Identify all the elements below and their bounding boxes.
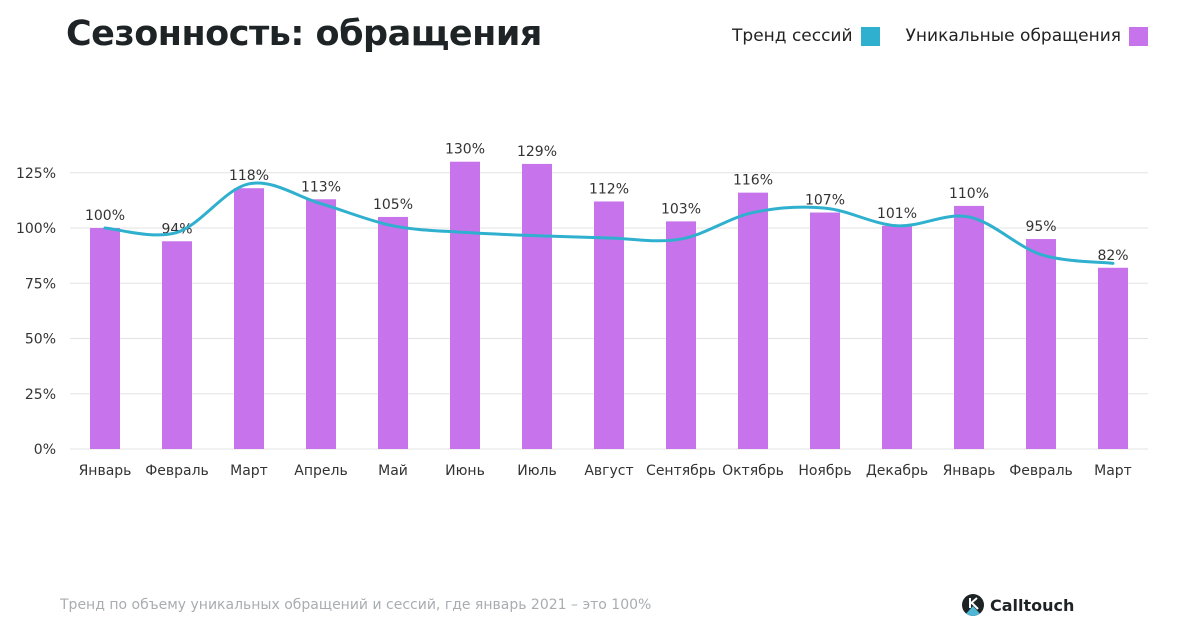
brand-name: Calltouch [990, 595, 1075, 615]
legend-swatch-unique [1129, 26, 1148, 46]
legend-label-unique: Уникальные обращения [905, 26, 1121, 46]
x-tick-label: Март [230, 463, 268, 479]
data-label: 110% [949, 186, 989, 202]
bar [666, 221, 696, 449]
y-tick-label: 25% [25, 387, 56, 403]
bar [1026, 239, 1056, 449]
y-tick-label: 50% [25, 332, 56, 348]
bar [954, 205, 984, 449]
y-tick-label: 75% [25, 276, 56, 292]
data-label: 130% [445, 142, 485, 158]
footnote: Тренд по объему уникальных обращений и с… [60, 597, 652, 613]
data-label: 100% [85, 208, 125, 224]
data-label: 95% [1025, 219, 1056, 235]
data-label: 105% [373, 197, 413, 213]
x-tick-label: Май [378, 463, 408, 479]
bar [594, 201, 624, 449]
x-tick-label: Февраль [1009, 463, 1073, 479]
y-tick-label: 100% [16, 221, 56, 237]
bar [738, 192, 768, 449]
bar [810, 212, 840, 449]
data-label: 118% [229, 168, 269, 184]
bar [1098, 267, 1128, 449]
x-tick-label: Январь [943, 463, 996, 479]
data-label: 116% [733, 173, 773, 189]
x-tick-label: Ноябрь [798, 463, 851, 479]
data-label: 103% [661, 201, 701, 217]
x-tick-label: Июль [517, 463, 556, 479]
bar [882, 225, 912, 449]
bar [234, 188, 264, 449]
y-tick-label: 0% [34, 442, 56, 458]
legend-label-trend: Тренд сессий [732, 26, 853, 46]
data-label: 129% [517, 144, 557, 160]
bar [378, 216, 408, 449]
data-label: 113% [301, 179, 341, 195]
data-label: 112% [589, 181, 629, 197]
bar [306, 199, 336, 449]
chart-title: Сезонность: обращения [66, 14, 542, 54]
calltouch-logo-icon [962, 594, 984, 616]
calltouch-logo: Calltouch [962, 594, 1074, 616]
trend-line [103, 181, 1115, 265]
bar [450, 161, 480, 449]
x-tick-label: Сентябрь [646, 463, 716, 479]
bar [522, 163, 552, 449]
data-label: 101% [877, 206, 917, 222]
x-tick-label: Март [1094, 463, 1132, 479]
x-tick-label: Октябрь [722, 463, 784, 479]
x-tick-label: Декабрь [866, 463, 928, 479]
x-tick-label: Январь [79, 463, 132, 479]
x-tick-label: Август [584, 463, 633, 479]
legend-swatch-trend [860, 26, 880, 46]
legend: Тренд сессий Уникальные обращения [732, 26, 1148, 46]
x-tick-label: Апрель [294, 463, 347, 479]
x-tick-label: Июнь [445, 463, 485, 479]
y-tick-label: 125% [16, 166, 56, 182]
bar [90, 228, 120, 449]
x-tick-label: Февраль [145, 463, 209, 479]
data-label: 107% [805, 193, 845, 209]
bar [162, 241, 192, 449]
data-label: 82% [1097, 248, 1128, 264]
